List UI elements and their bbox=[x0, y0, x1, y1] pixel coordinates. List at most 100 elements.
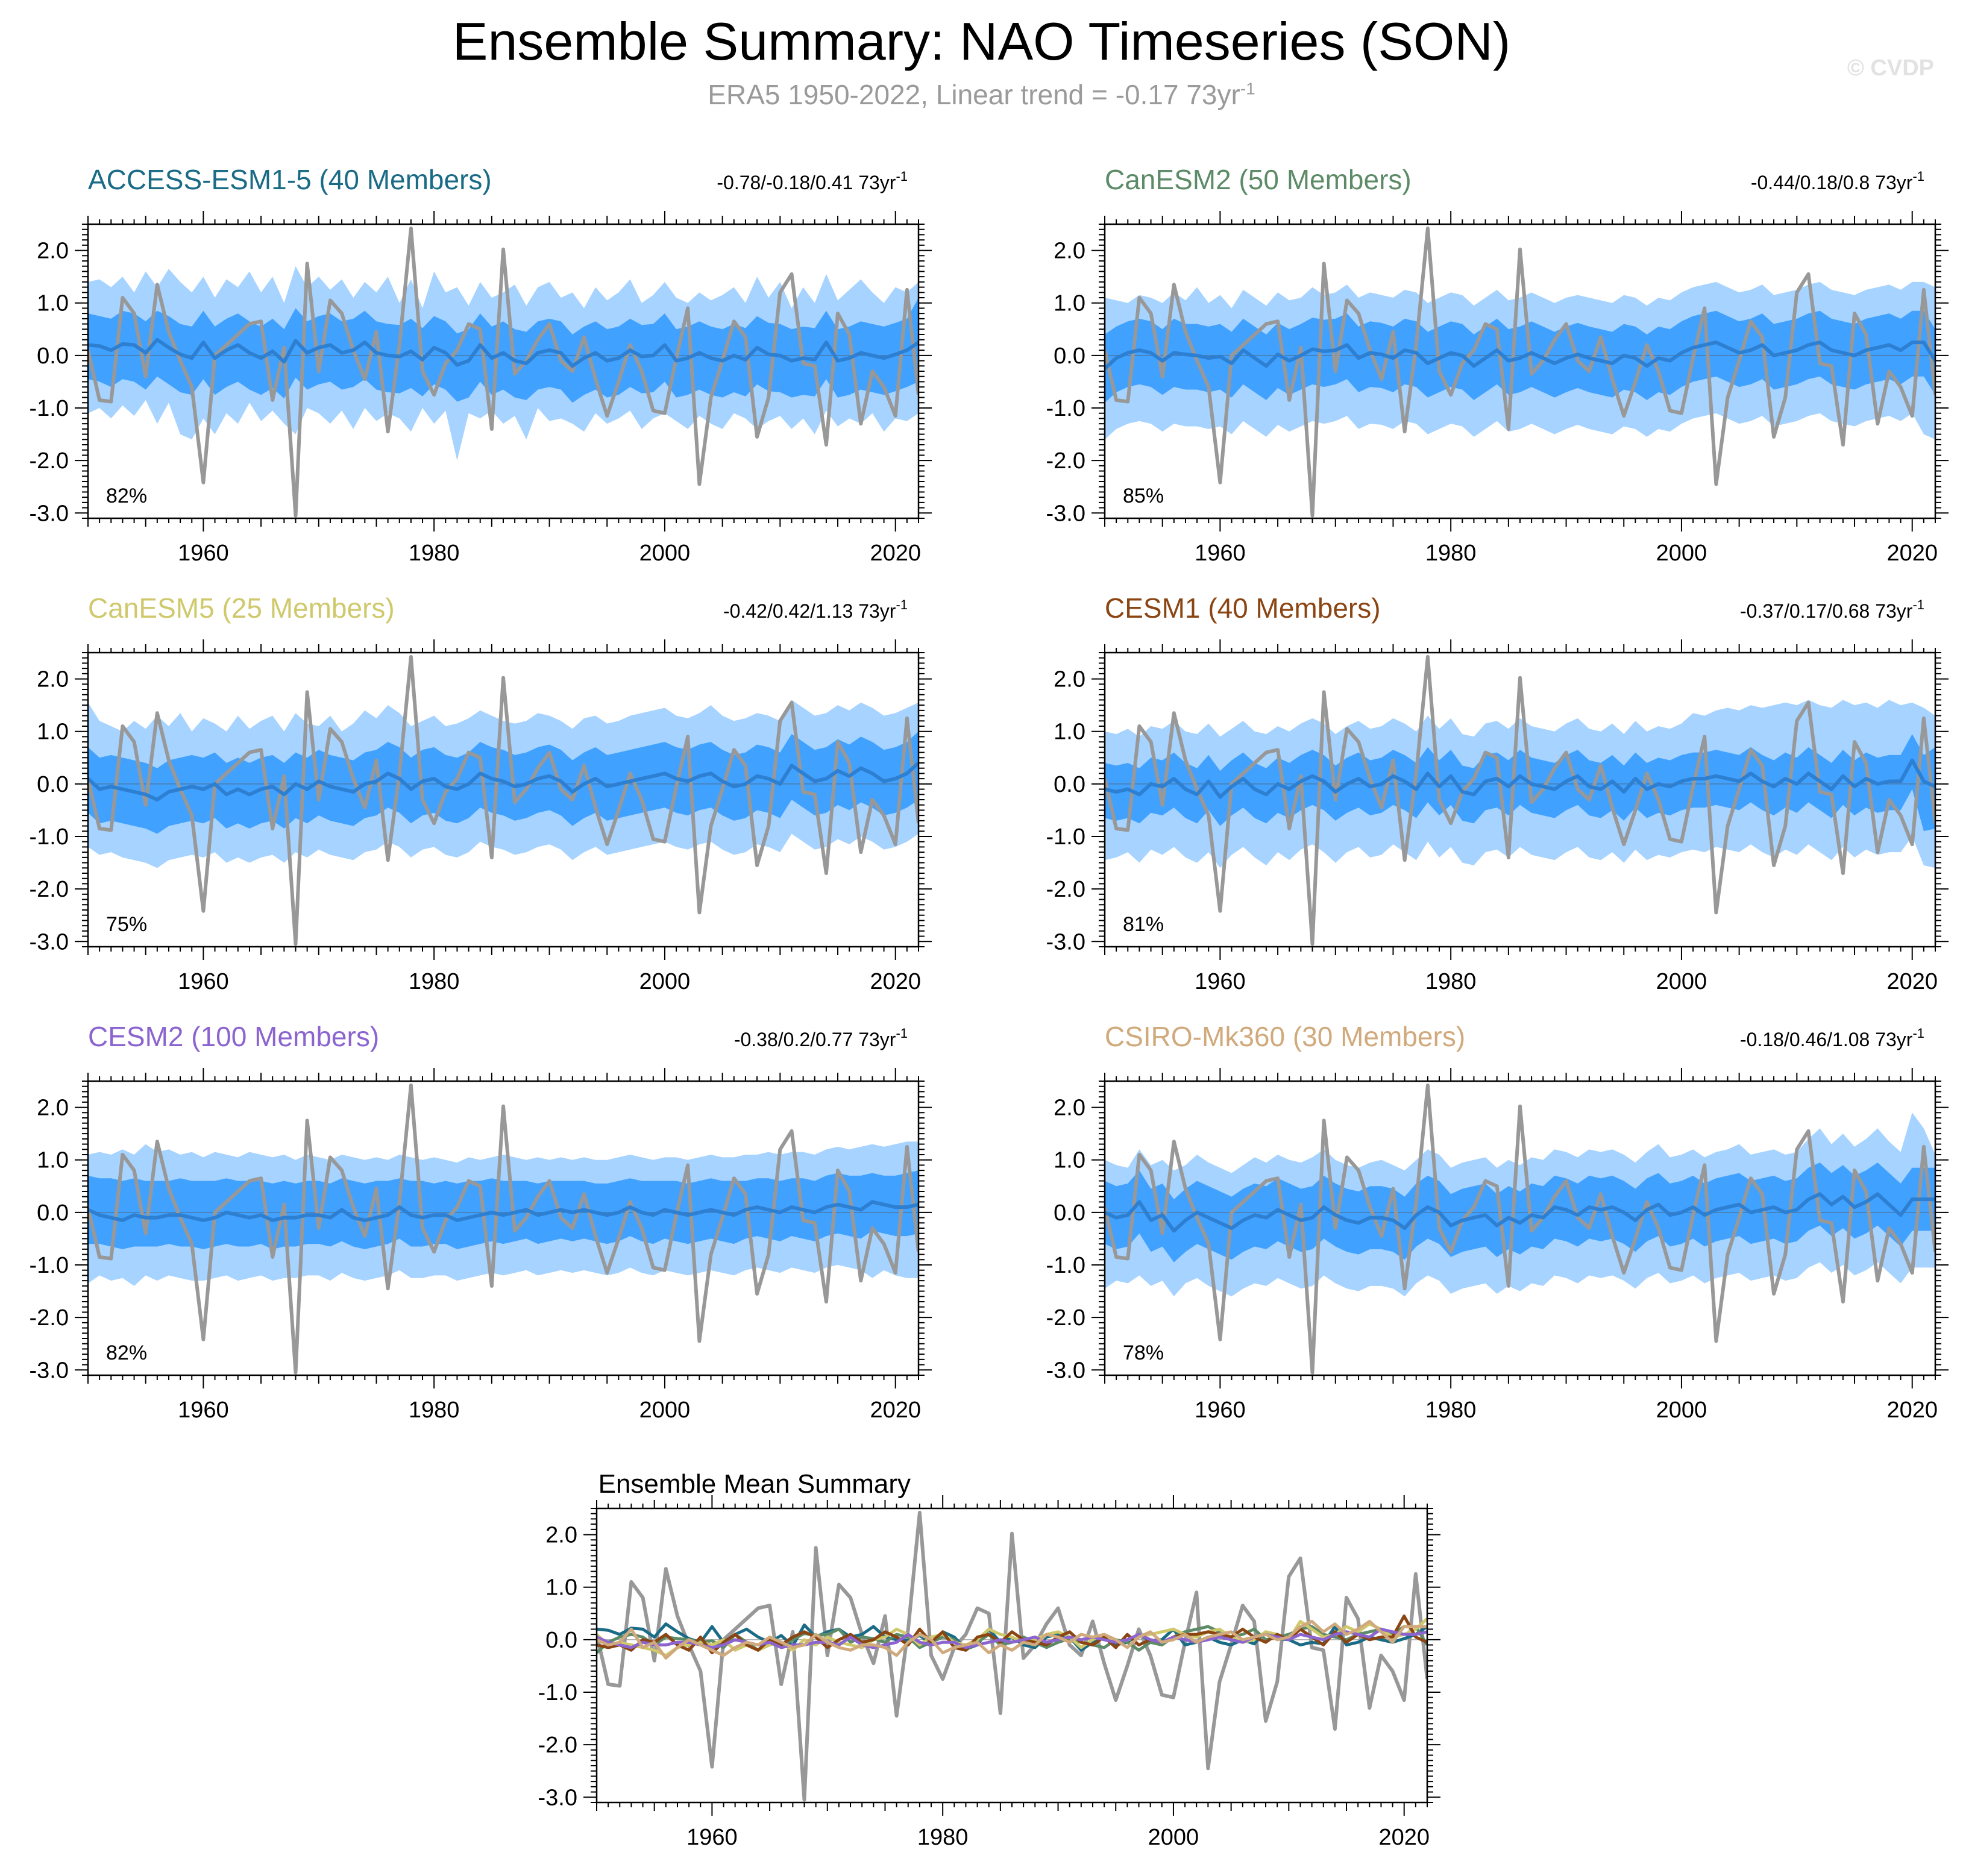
percent-label: 85% bbox=[1123, 485, 1164, 507]
y-tick-label: 2.0 bbox=[37, 239, 69, 264]
y-tick-label: -2.0 bbox=[30, 1305, 69, 1331]
x-tick-label: 1980 bbox=[1425, 1398, 1477, 1423]
x-tick-label: 2020 bbox=[1886, 1398, 1938, 1423]
y-tick-label: 2.0 bbox=[1054, 667, 1085, 692]
x-tick-label: 1960 bbox=[178, 969, 229, 994]
inner-spread-band bbox=[1105, 734, 1935, 832]
y-tick-label: -2.0 bbox=[30, 448, 69, 474]
axis-ticks bbox=[1091, 639, 1949, 960]
x-tick-label: 2000 bbox=[1148, 1825, 1199, 1850]
trend-text: -0.42/0.42/1.13 73yr bbox=[723, 600, 896, 622]
plot-frame bbox=[87, 651, 920, 948]
panel-title: CESM2 (100 Members) bbox=[88, 1021, 379, 1052]
x-tick-label: 2020 bbox=[1886, 969, 1938, 994]
percent-label: 78% bbox=[1123, 1341, 1164, 1364]
panel-title: CanESM2 (50 Members) bbox=[1105, 164, 1412, 195]
trend-label: -0.78/-0.18/0.41 73yr-1 bbox=[717, 169, 908, 193]
y-tick-label: 0.0 bbox=[1054, 1200, 1085, 1226]
ensemble-mean-line bbox=[88, 337, 919, 368]
trend-label: -0.42/0.42/1.13 73yr-1 bbox=[723, 597, 908, 622]
axis-ticks bbox=[75, 1068, 932, 1388]
inner-spread-band bbox=[88, 298, 919, 403]
page-subtitle: ERA5 1950-2022, Linear trend = -0.17 73y… bbox=[0, 78, 1963, 111]
x-tick-label: 1960 bbox=[1195, 969, 1246, 994]
y-tick-label: -1.0 bbox=[538, 1680, 577, 1705]
x-tick-label: 2020 bbox=[870, 541, 921, 566]
y-tick-label: 1.0 bbox=[37, 1148, 69, 1173]
y-tick-label: -2.0 bbox=[538, 1733, 577, 1758]
x-tick-label: 2020 bbox=[1378, 1825, 1430, 1850]
panel-title: ACCESS-ESM1-5 (40 Members) bbox=[88, 164, 492, 195]
y-tick-label: -1.0 bbox=[1046, 396, 1085, 421]
x-tick-label: 1960 bbox=[1195, 1398, 1246, 1423]
page-title: Ensemble Summary: NAO Timeseries (SON) bbox=[452, 11, 1511, 71]
y-tick-label: -3.0 bbox=[30, 501, 69, 526]
x-tick-label: 1980 bbox=[1425, 541, 1477, 566]
y-tick-label: 0.0 bbox=[1054, 344, 1085, 369]
x-tick-label: 2020 bbox=[870, 969, 921, 994]
y-tick-label: 2.0 bbox=[37, 1096, 69, 1121]
axis-ticks bbox=[75, 639, 932, 960]
y-tick-label: -3.0 bbox=[30, 929, 69, 955]
x-tick-label: 2000 bbox=[1656, 541, 1707, 566]
ensemble-mean-line bbox=[1105, 340, 1935, 370]
y-tick-label: -3.0 bbox=[30, 1358, 69, 1383]
ensemble-mean-line bbox=[1105, 758, 1935, 799]
x-tick-label: 2000 bbox=[639, 1398, 691, 1423]
y-tick-label: 2.0 bbox=[37, 667, 69, 692]
obs-line bbox=[1105, 1084, 1935, 1375]
axis-ticks bbox=[75, 211, 932, 532]
trend-text: -0.78/-0.18/0.41 73yr bbox=[717, 172, 896, 193]
obs-line bbox=[88, 1084, 919, 1375]
y-tick-label: 0.0 bbox=[1054, 772, 1085, 797]
plot-area bbox=[597, 1511, 1427, 1802]
obs-line bbox=[1105, 227, 1935, 518]
y-tick-label: 0.0 bbox=[37, 772, 69, 797]
plot-area bbox=[1105, 1084, 1935, 1375]
trend-label: -0.44/0.18/0.8 73yr-1 bbox=[1751, 169, 1924, 193]
obs-line bbox=[1105, 655, 1935, 946]
x-tick-label: 2000 bbox=[1656, 1398, 1707, 1423]
trend-text: -0.38/0.2/0.77 73yr bbox=[734, 1029, 896, 1050]
y-tick-label: 1.0 bbox=[545, 1575, 577, 1601]
subtitle-exponent: -1 bbox=[1240, 79, 1255, 98]
x-tick-label: 2000 bbox=[639, 541, 691, 566]
plot-frame bbox=[595, 1507, 1428, 1804]
y-tick-label: 0.0 bbox=[545, 1628, 577, 1653]
y-tick-label: -2.0 bbox=[30, 877, 69, 902]
x-tick-label: 2000 bbox=[1656, 969, 1707, 994]
x-tick-label: 2020 bbox=[870, 1398, 921, 1423]
percent-label: 75% bbox=[106, 913, 147, 936]
y-tick-label: -3.0 bbox=[538, 1785, 577, 1810]
percent-label: 82% bbox=[106, 485, 147, 507]
x-tick-label: 1960 bbox=[178, 541, 229, 566]
y-tick-label: -1.0 bbox=[1046, 824, 1085, 850]
ensemble-panel: 1960 1980 2000 2020 2.0 1.0 0.0 -1.0 -2.0 -3.0 Can… bbox=[30, 592, 932, 994]
y-tick-label: -2.0 bbox=[1046, 877, 1085, 902]
trend-text: -0.37/0.17/0.68 73yr bbox=[1740, 600, 1913, 622]
y-tick-label: 1.0 bbox=[1054, 1148, 1085, 1173]
trend-exponent: -1 bbox=[896, 169, 908, 184]
y-tick-label: -1.0 bbox=[1046, 1253, 1085, 1278]
panel-title: CESM1 (40 Members) bbox=[1105, 592, 1381, 624]
plot-area bbox=[88, 227, 919, 518]
trend-text: -0.44/0.18/0.8 73yr bbox=[1751, 172, 1913, 193]
panel-title: CSIRO-Mk360 (30 Members) bbox=[1105, 1021, 1465, 1052]
x-tick-label: 1980 bbox=[409, 541, 460, 566]
x-tick-label: 2000 bbox=[639, 969, 691, 994]
ensemble-panel: 1960 1980 2000 2020 2.0 1.0 0.0 -1.0 -2.0 -3.0 CES… bbox=[30, 1021, 932, 1423]
ensemble-panel: 1960 1980 2000 2020 2.0 1.0 0.0 -1.0 -2.0 -3.0 ACC… bbox=[30, 164, 932, 566]
ensemble-panel: 1960 1980 2000 2020 2.0 1.0 0.0 -1.0 -2.0 -3.0 Can… bbox=[1046, 164, 1949, 566]
x-tick-label: 1960 bbox=[686, 1825, 738, 1850]
x-tick-label: 1980 bbox=[1425, 969, 1477, 994]
plot-frame bbox=[1104, 223, 1936, 519]
obs-line bbox=[88, 655, 919, 946]
axis-ticks bbox=[1091, 1068, 1949, 1388]
y-tick-label: 2.0 bbox=[1054, 239, 1085, 264]
ensemble-mean-line bbox=[1105, 1192, 1935, 1233]
series-line bbox=[597, 1619, 1427, 1660]
y-tick-label: 2.0 bbox=[545, 1523, 577, 1548]
y-tick-label: 0.0 bbox=[37, 344, 69, 369]
y-tick-label: 2.0 bbox=[1054, 1096, 1085, 1121]
x-tick-label: 1980 bbox=[917, 1825, 969, 1850]
